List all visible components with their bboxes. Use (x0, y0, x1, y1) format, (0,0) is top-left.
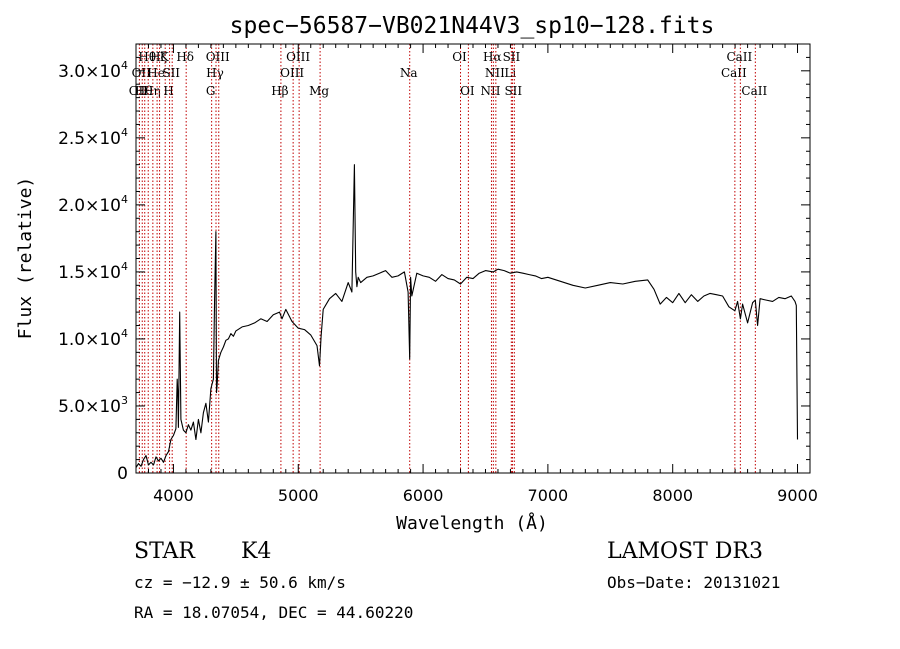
spectral-line-label: He (147, 66, 165, 80)
spectral-line-label: H (163, 84, 173, 98)
spectral-line-label: OII (129, 84, 149, 98)
spectral-line-label: Hθ (138, 50, 156, 64)
x-tick-label: 6000 (403, 486, 444, 505)
spectral-line-label: Hβ (271, 84, 288, 98)
y-tick-label: 2.5×104 (58, 126, 128, 149)
object-class: STAR (134, 539, 195, 564)
y-tick-label: 0 (117, 464, 128, 484)
spectrum-line (135, 164, 799, 468)
spectral-line-label: NII (480, 84, 500, 98)
object-subclass: K4 (241, 539, 272, 564)
x-tick-label: 9000 (777, 486, 818, 505)
x-tick-label: 5000 (278, 486, 319, 505)
spectral-line-label: G (206, 84, 216, 98)
y-tick-label: 3.0×104 (58, 59, 128, 82)
spectral-line-label: Hδ (176, 50, 194, 64)
redshift-value: cz = −12.9 ± 50.6 km/s (134, 573, 346, 592)
spectral-line-label: K (160, 50, 170, 64)
y-tick-label: 1.0×104 (58, 327, 128, 350)
axes-layer: 4000 5000 6000 7000 8000 9000 0 5.0×103 1.0×104 1… (58, 44, 818, 505)
spectral-line-label: OIII (280, 66, 304, 80)
spectral-line-label: SII (504, 84, 522, 98)
spectrum-layer (135, 164, 799, 468)
spectral-line-label: Mg (309, 84, 329, 98)
x-tick-label: 8000 (652, 486, 693, 505)
spectral-line-label: OIII (286, 50, 310, 64)
chart-title: spec−56587−VB021N44V3_sp10−128.fits (230, 13, 715, 39)
y-axis-label: Flux (relative) (15, 177, 36, 340)
spectral-line-label: Li (504, 66, 516, 80)
spectral-line-label: Na (400, 66, 418, 80)
sky-coordinates: RA = 18.07054, DEC = 44.60220 (134, 603, 414, 622)
spectral-line-label: OIII (206, 50, 230, 64)
spectral-line-label: Hζ (150, 50, 167, 64)
x-axis-label: Wavelength (Å) (396, 512, 548, 534)
y-tick-label: 5.0×103 (58, 394, 128, 417)
y-tick-label: 2.0×104 (58, 193, 128, 216)
spectral-line-label: OI (460, 84, 475, 98)
x-tick-label: 7000 (528, 486, 569, 505)
plot-frame (135, 43, 811, 474)
observation-date: Obs−Date: 20131021 (607, 573, 781, 592)
x-tick-label: 4000 (153, 486, 194, 505)
spectral-line-label: Hη (143, 84, 161, 98)
spectral-line-label: NII (485, 66, 505, 80)
spectral-line-label: SII (162, 66, 180, 80)
spectral-line-label: Hα (483, 50, 502, 64)
spectral-line-label: CaII (741, 84, 767, 98)
spectral-line-label: SII (503, 50, 521, 64)
spectral-line-label: CaII (721, 66, 747, 80)
y-tick-label: 1.5×104 (58, 260, 128, 283)
spectral-line-label: Hγ (206, 66, 224, 80)
spectral-line-label: OI (452, 50, 467, 64)
spectral-line-label: CaII (726, 50, 752, 64)
spectral-line-markers: OIIOIIHθHθHηHeHζKHSIIHδGHγOIIIHβOIIIOIII… (129, 44, 767, 473)
survey-name: LAMOST DR3 (607, 539, 763, 564)
